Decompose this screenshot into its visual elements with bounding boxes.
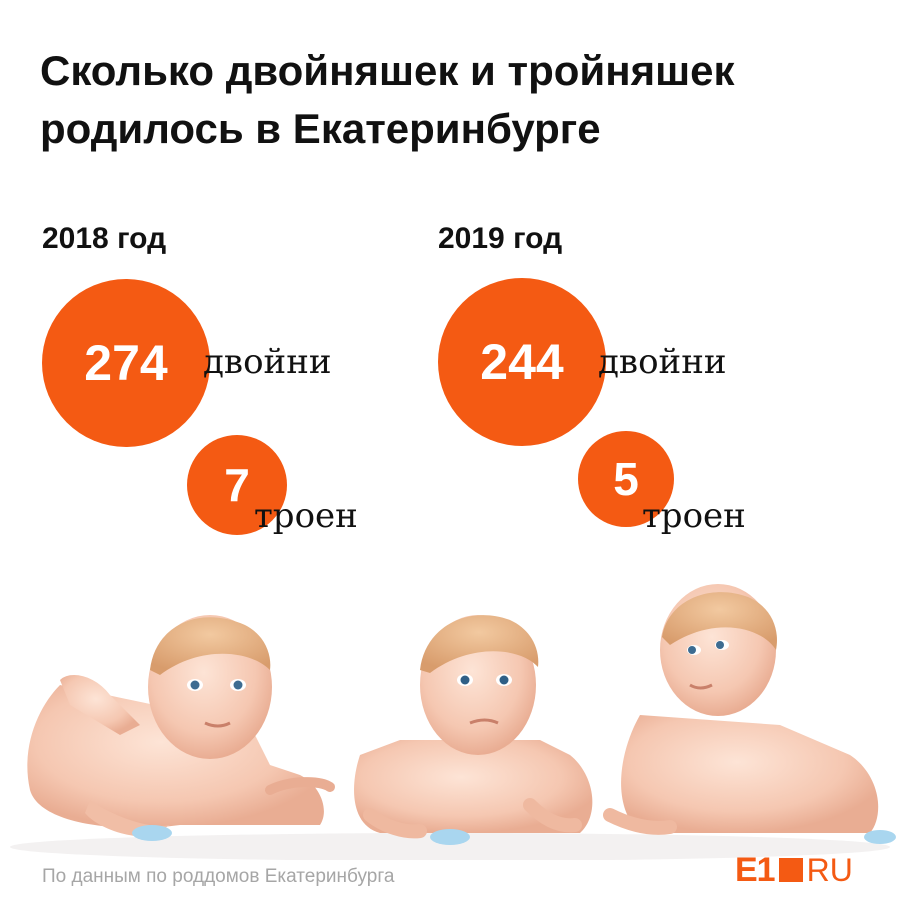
- title-line: Сколько двойняшек и тройняшек: [40, 47, 735, 94]
- title-line: родилось в Екатеринбурге: [40, 105, 601, 152]
- twins-2018-label: двойни: [203, 342, 332, 382]
- logo-e1: E1: [735, 850, 776, 889]
- twins-2019-value: 244: [480, 334, 564, 390]
- twins-2018-bubble: 274: [42, 279, 210, 447]
- triplets-2018-label: троен: [254, 496, 358, 536]
- triplets-2019-label: троен: [642, 496, 746, 536]
- triplets-2019-bubble: 5: [578, 431, 674, 527]
- year-2019-label: 2019 год: [438, 222, 563, 255]
- twins-2019-label: двойни: [598, 342, 727, 382]
- triplets-2019-value: 5: [613, 453, 639, 505]
- logo-ru: RU: [806, 851, 853, 888]
- page-title: Сколько двойняшек и тройняшек родилось в…: [40, 42, 860, 158]
- e1-logo: E1 RU: [735, 850, 853, 889]
- baby-left: [27, 615, 335, 841]
- triplets-2018-bubble: 7: [187, 435, 287, 535]
- baby-middle: [354, 615, 593, 845]
- logo-square-icon: [778, 858, 803, 882]
- three-babies-photo: [10, 584, 896, 860]
- baby-right: [603, 584, 896, 844]
- triplets-2018-value: 7: [224, 459, 250, 511]
- source-note: По данным по роддомов Екатеринбурга: [42, 866, 395, 887]
- twins-2019-bubble: 244: [438, 278, 606, 446]
- twins-2018-value: 274: [84, 335, 168, 391]
- year-2018-label: 2018 год: [42, 222, 167, 255]
